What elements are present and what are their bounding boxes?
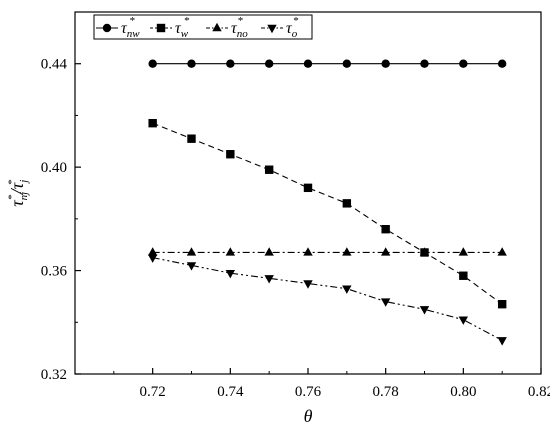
data-point-nw (420, 59, 429, 68)
data-point-w (226, 150, 235, 159)
legend-marker (102, 23, 112, 33)
y-axis-title-sub1: nj (18, 192, 30, 201)
legend-entry-o: τo* (261, 15, 299, 40)
data-point-o (342, 285, 352, 294)
legend-label-sub: no (237, 28, 249, 40)
data-point-o (225, 269, 236, 279)
data-point-o (303, 280, 313, 289)
data-point-o (458, 316, 469, 325)
plot-layer (147, 59, 507, 346)
legend-label-sup: * (184, 15, 190, 27)
legend-label: τno* (231, 15, 248, 40)
y-tick-label: 0.40 (41, 160, 67, 176)
data-point-no (303, 247, 313, 256)
data-point-no (380, 247, 391, 256)
data-point-w (459, 271, 468, 280)
data-point-nw (148, 59, 157, 68)
data-point-o (419, 306, 430, 315)
legend-marker (212, 22, 222, 32)
legend-label-base: τ (231, 20, 238, 37)
x-axis: 0.72 0.74 0.76 0.78 0.80 0.82 (113, 368, 550, 400)
legend-label-sup: * (238, 15, 244, 27)
data-point-w (497, 299, 507, 309)
series-w (148, 118, 507, 309)
legend-label-sub: o (292, 28, 298, 40)
legend-label-sub: w (181, 28, 189, 40)
data-point-no (497, 247, 507, 256)
y-axis-title-base2: τ (7, 182, 27, 189)
x-tick-label: 0.80 (450, 384, 476, 400)
data-point-no (419, 247, 430, 256)
data-point-nw (303, 59, 313, 68)
data-point-no (186, 247, 197, 256)
legend-marker (156, 23, 166, 33)
legend-label-base: τ (121, 20, 128, 37)
series-line-w (152, 122, 503, 305)
legend-label-sup: * (293, 15, 299, 27)
x-tick-label: 0.72 (140, 384, 166, 400)
y-tick-label: 0.32 (41, 367, 67, 383)
data-point-o (147, 254, 158, 263)
data-point-o (380, 298, 391, 307)
x-tick-label: 0.82 (528, 384, 550, 400)
data-point-o (264, 275, 274, 284)
data-point-w (381, 225, 390, 234)
x-tick-label: 0.74 (217, 384, 244, 400)
x-tick-label: 0.76 (295, 384, 322, 400)
y-tick-label: 0.44 (41, 57, 68, 73)
legend-label-sub: nw (127, 28, 141, 40)
data-point-nw (459, 59, 468, 68)
data-point-nw (381, 59, 390, 68)
data-point-no (458, 247, 469, 256)
data-point-nw (187, 59, 196, 68)
y-axis-title-sub2: j (18, 180, 30, 185)
series-no (147, 247, 507, 256)
data-point-no (264, 247, 274, 256)
y-axis-title-slash: / (7, 187, 27, 195)
x-axis-title: θ (304, 406, 313, 426)
legend: τnw* τw* τno* τo* (93, 14, 313, 40)
y-tick-label: 0.36 (41, 264, 68, 280)
legend-marker (267, 24, 277, 34)
y-axis-title-base: τ (7, 200, 27, 207)
data-point-nw (264, 59, 274, 68)
legend-label-base: τ (175, 20, 182, 37)
legend-label: τnw* (121, 15, 140, 40)
series-o (147, 254, 507, 346)
series-line-o (152, 257, 503, 341)
legend-entry-no: τno* (206, 15, 248, 40)
data-point-w (148, 118, 157, 128)
data-point-w (342, 199, 352, 208)
series-nw (148, 59, 507, 68)
legend-label-base: τ (286, 20, 293, 37)
data-point-nw (226, 59, 235, 68)
y-axis-title-sup1: * (6, 194, 18, 200)
legend-label: τo* (286, 15, 299, 40)
data-point-o (497, 337, 507, 346)
legend-box (93, 14, 313, 40)
y-axis-title: τnj*/τj* (6, 179, 30, 207)
data-point-nw (342, 59, 352, 68)
data-point-w (264, 165, 274, 174)
data-point-no (342, 247, 352, 256)
x-tick-label: 0.78 (373, 384, 399, 400)
legend-label-sup: * (130, 15, 136, 27)
data-point-nw (497, 59, 507, 68)
data-point-w (303, 183, 313, 193)
data-point-no (147, 247, 158, 256)
data-point-w (187, 134, 196, 143)
data-point-o (186, 262, 197, 271)
legend-entry-nw: τnw* (96, 15, 140, 40)
data-point-no (225, 247, 236, 256)
legend-entry-w: τw* (150, 15, 190, 40)
y-axis: 0.32 0.36 0.40 0.44 (41, 11, 81, 383)
legend-label: τw* (175, 15, 190, 40)
y-axis-title-sup2: * (6, 179, 18, 185)
